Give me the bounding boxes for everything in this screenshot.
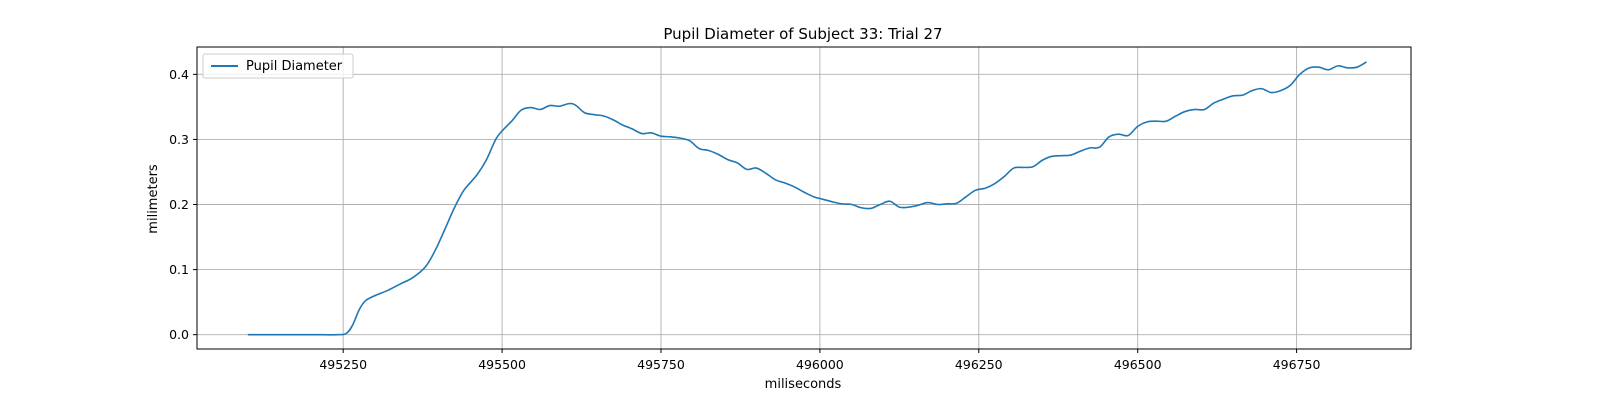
y-tick-label: 0.1 (169, 262, 189, 277)
x-axis-label: miliseconds (765, 377, 842, 392)
tick-layer: 495250 495500 495750 496000 496250 496500 4967… (169, 67, 1320, 372)
plot-frame (196, 46, 1412, 350)
legend-box (202, 53, 354, 79)
x-tick-label: 496250 (955, 357, 1003, 372)
y-tick-label: 0.3 (169, 132, 189, 147)
line-layer (247, 61, 1367, 336)
x-tick-label: 495500 (478, 357, 526, 372)
x-tick-label: 495250 (319, 357, 367, 372)
series-line-pupil-diameter (247, 61, 1367, 336)
grid-layer (197, 47, 1411, 349)
y-axis-label: milimeters (146, 164, 161, 234)
y-tick-label: 0.0 (169, 327, 189, 342)
chart-title: Pupil Diameter of Subject 33: Trial 27 (663, 25, 942, 43)
legend: Pupil Diameter (202, 53, 354, 79)
legend-label: Pupil Diameter (246, 59, 343, 74)
x-tick-label: 495750 (637, 357, 685, 372)
x-tick-label: 496000 (796, 357, 844, 372)
x-tick-label: 496500 (1114, 357, 1162, 372)
y-tick-label: 0.2 (169, 197, 189, 212)
y-tick-label: 0.4 (169, 67, 189, 82)
x-tick-label: 496750 (1273, 357, 1321, 372)
